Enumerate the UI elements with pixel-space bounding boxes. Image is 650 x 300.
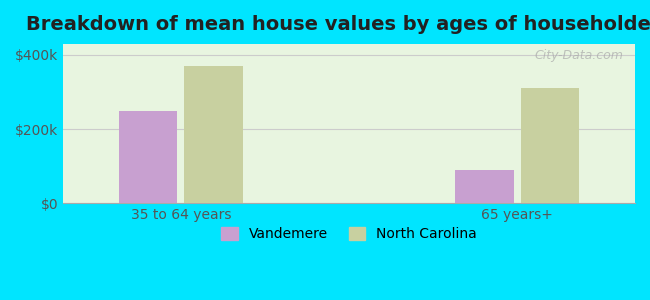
- Bar: [184, 66, 243, 203]
- Text: City-Data.com: City-Data.com: [535, 49, 623, 62]
- Title: Breakdown of mean house values by ages of householders: Breakdown of mean house values by ages o…: [26, 15, 650, 34]
- Bar: [521, 88, 580, 203]
- Bar: [455, 170, 514, 203]
- Legend: Vandemere, North Carolina: Vandemere, North Carolina: [215, 222, 483, 247]
- Bar: [118, 110, 177, 203]
